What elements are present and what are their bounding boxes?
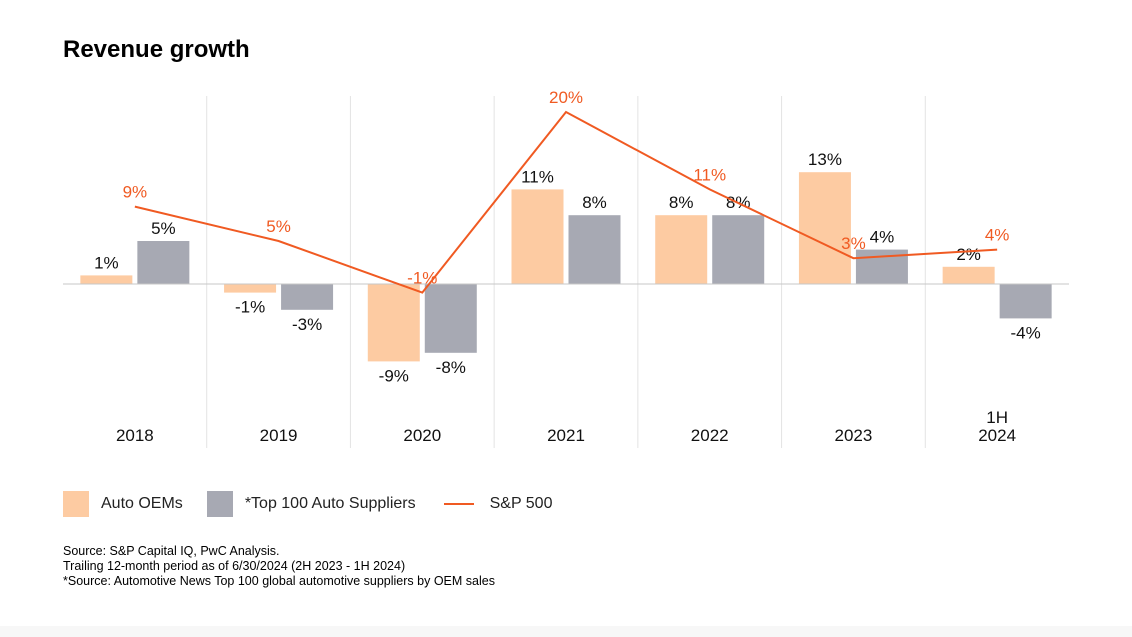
oem-bar (80, 275, 133, 284)
legend-label-auto-oems: Auto OEMs (101, 495, 183, 512)
supplier-data-label: 8% (582, 193, 607, 212)
x-tick-label: 1H (986, 408, 1008, 427)
source-line: Source: S&P Capital IQ, PwC Analysis. (63, 544, 280, 558)
oem-data-label: 13% (808, 150, 842, 169)
bottom-strip (0, 626, 1132, 637)
supplier-data-label: 5% (151, 219, 176, 238)
oem-bar (224, 284, 277, 293)
supplier-data-label: -8% (436, 358, 466, 377)
chart-legend: Auto OEMs *Top 100 Auto Suppliers S&P 50… (63, 490, 576, 518)
oem-data-label: 11% (521, 167, 554, 186)
supplier-bar (568, 215, 621, 284)
legend-label-top-100-suppliers: *Top 100 Auto Suppliers (244, 495, 416, 512)
source-line: Trailing 12-month period as of 6/30/2024… (63, 559, 406, 573)
legend-swatch-top-100-suppliers (206, 491, 233, 517)
oem-bar (367, 284, 420, 362)
oem-data-label: 8% (669, 193, 694, 212)
source-line: *Source: Automotive News Top 100 global … (63, 574, 495, 588)
supplier-bar (137, 241, 190, 284)
oem-data-label: 1% (94, 253, 119, 272)
sp500-data-label: 5% (266, 217, 291, 236)
oem-data-label: 2% (956, 245, 981, 264)
oem-bar (942, 266, 995, 284)
supplier-bar (424, 284, 477, 353)
oem-data-label: -9% (379, 366, 409, 385)
oem-bar (798, 172, 851, 284)
legend-item-auto-oems: Auto OEMs (63, 491, 183, 517)
sp500-data-label: 3% (841, 234, 866, 253)
sp500-data-label: 20% (549, 88, 583, 107)
x-tick-label: 2020 (403, 426, 441, 445)
legend-item-top-100-suppliers: *Top 100 Auto Suppliers (206, 491, 416, 517)
sp500-data-label: 9% (123, 183, 148, 202)
supplier-data-label: -4% (1011, 323, 1041, 342)
oem-bar (511, 189, 564, 284)
sp500-data-label: 11% (693, 165, 726, 184)
supplier-bar (281, 284, 334, 310)
legend-item-sp500: S&P 500 (440, 495, 553, 513)
x-tick-label: 2024 (978, 426, 1016, 445)
sp500-line (134, 110, 998, 294)
x-tick-label: 2022 (691, 426, 729, 445)
chart-title: Revenue growth (63, 36, 250, 63)
x-tick-label: 2018 (116, 426, 154, 445)
oem-bar (655, 215, 708, 284)
oem-data-label: -1% (235, 298, 265, 317)
legend-swatch-auto-oems (63, 491, 89, 517)
sp500-data-label: -1% (407, 269, 437, 288)
supplier-data-label: -3% (292, 315, 322, 334)
legend-label-sp500: S&P 500 (489, 495, 553, 512)
legend-swatch-sp500 (443, 503, 474, 505)
x-tick-label: 2019 (260, 426, 298, 445)
supplier-bar (999, 284, 1052, 319)
supplier-bar (712, 215, 765, 284)
source-notes: Source: S&P Capital IQ, PwC Analysis. Tr… (63, 544, 495, 589)
supplier-data-label: 4% (870, 228, 895, 247)
sp500-data-label: 4% (985, 226, 1010, 245)
x-tick-label: 2023 (835, 426, 873, 445)
x-tick-label: 2021 (547, 426, 585, 445)
